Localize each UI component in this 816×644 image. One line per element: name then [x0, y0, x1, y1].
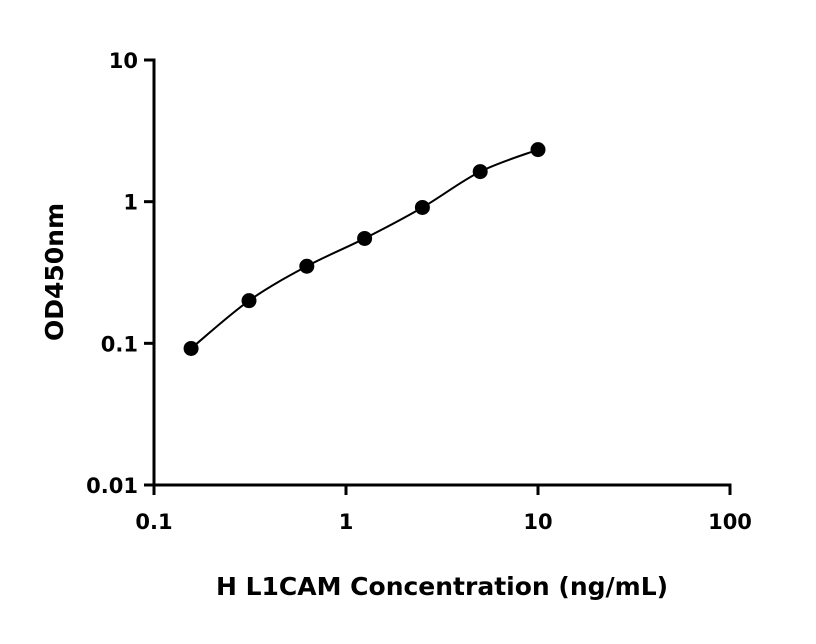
axes — [144, 58, 732, 495]
data-point — [299, 258, 315, 274]
data-point — [530, 142, 546, 158]
x-tick-label: 1 — [339, 510, 354, 534]
fit-curve — [190, 148, 539, 350]
y-tick-label: 1 — [123, 191, 138, 215]
data-point — [414, 199, 430, 215]
x-tick-label: 100 — [708, 510, 752, 534]
y-tick-labels: 0.01 0.1 1 10 — [86, 49, 138, 498]
data-points — [183, 142, 546, 356]
data-point — [357, 230, 373, 246]
y-axis-label: OD450nm — [40, 203, 69, 341]
x-axis-label: H L1CAM Concentration (ng/mL) — [216, 572, 668, 601]
x-tick-label: 10 — [523, 510, 552, 534]
y-tick-label: 10 — [109, 49, 138, 73]
data-point — [183, 340, 199, 356]
y-tick-label: 0.01 — [86, 474, 138, 498]
x-tick-labels: 0.1 1 10 100 — [135, 510, 752, 534]
y-tick-label: 0.1 — [101, 332, 138, 356]
data-point — [472, 164, 488, 180]
x-tick-label: 0.1 — [135, 510, 172, 534]
data-point — [241, 293, 257, 309]
